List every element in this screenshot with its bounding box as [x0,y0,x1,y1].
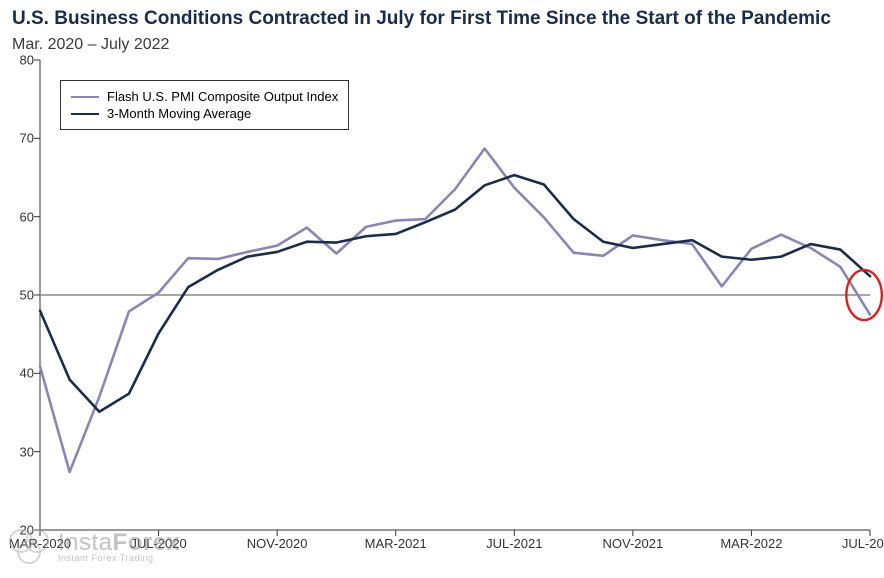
x-tick-label: NOV-2020 [247,536,308,551]
y-tick-label: 60 [20,209,34,224]
x-tick-label: MAR-2022 [720,536,782,551]
y-tick-label: 50 [20,288,34,303]
brand-part-b: Forex [113,529,181,556]
legend-swatch [71,113,99,115]
watermark: InstaForex Instant Forex Trading [8,528,180,564]
series-line [40,175,870,412]
brand-part-a: Insta [58,529,113,556]
legend-item: Flash U.S. PMI Composite Output Index [71,89,338,104]
chart-subtitle: Mar. 2020 – July 2022 [12,36,169,54]
x-tick-label: MAR-2021 [365,536,427,551]
x-tick-label: JUL-2021 [486,536,542,551]
chart-container: U.S. Business Conditions Contracted in J… [0,0,884,578]
legend-label: 3-Month Moving Average [107,106,251,121]
plot-area: 20304050607080MAR-2020JUL-2020NOV-2020MA… [40,60,870,530]
x-tick-label: JUL-2022 [842,536,884,551]
y-tick-label: 70 [20,131,34,146]
watermark-text: InstaForex Instant Forex Trading [58,529,180,563]
y-tick-label: 30 [20,444,34,459]
legend-item: 3-Month Moving Average [71,106,338,121]
line-chart-svg [40,60,870,530]
series-line [40,149,870,473]
x-tick-label: NOV-2021 [602,536,663,551]
logo-rings-icon [8,528,50,564]
legend-label: Flash U.S. PMI Composite Output Index [107,89,338,104]
legend: Flash U.S. PMI Composite Output Index 3-M… [60,80,349,130]
legend-swatch [71,96,99,98]
y-tick-label: 80 [20,53,34,68]
chart-title: U.S. Business Conditions Contracted in J… [12,8,872,30]
y-tick-label: 40 [20,366,34,381]
